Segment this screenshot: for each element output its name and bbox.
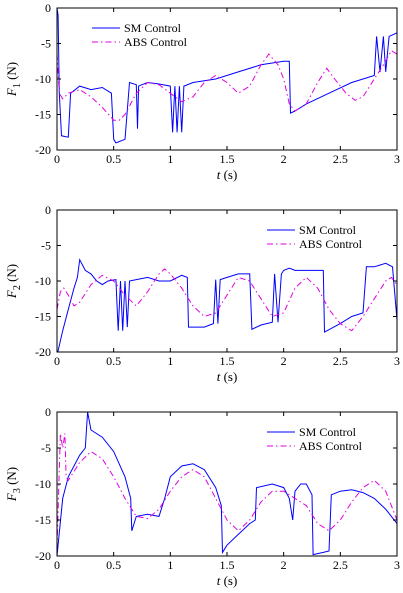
chart-panel-2: 0 0.5 1 1.5 2 2.5 3 0 -5 -10 -15 -20 t (s) F2 (N) SM C…	[4, 203, 400, 384]
y-tick-label: -20	[35, 549, 51, 563]
x-tick-label: 3	[394, 558, 400, 572]
x-axis-label: t (s)	[217, 167, 238, 182]
series-line-abs-control	[57, 49, 397, 121]
x-tick-label: 1.5	[220, 558, 235, 572]
x-tick-label: 0	[54, 558, 60, 572]
y-tick-label: -15	[35, 310, 51, 324]
y-axis-label: F1 (N)	[4, 62, 23, 97]
x-tick-label: 2.5	[333, 152, 348, 166]
y-tick-label: -10	[35, 477, 51, 491]
legend-label: SM Control	[299, 425, 357, 439]
x-tick-label: 3	[394, 152, 400, 166]
y-tick-label: -15	[35, 108, 51, 122]
legend-label: ABS Control	[299, 439, 363, 453]
x-tick-label: 0.5	[106, 558, 121, 572]
x-tick-label: 2	[281, 558, 287, 572]
y-tick-label: -10	[35, 72, 51, 86]
series-line-sm-control	[57, 8, 397, 144]
y-tick-label: -5	[41, 441, 51, 455]
series-line-abs-control	[57, 433, 397, 549]
x-tick-label: 0	[54, 354, 60, 368]
y-tick-label: 0	[45, 405, 51, 419]
y-axis-label: F3 (N)	[4, 467, 23, 502]
x-tick-label: 2.5	[333, 354, 348, 368]
x-tick-label: 0.5	[106, 152, 121, 166]
y-tick-label: -5	[41, 37, 51, 51]
legend-label: ABS Control	[299, 237, 363, 251]
chart-panel-3: 0 0.5 1 1.5 2 2.5 3 0 -5 -10 -15 -20 t (s) F3 (N) SM C…	[4, 405, 400, 588]
x-tick-label: 2	[281, 354, 287, 368]
y-tick-label: -5	[41, 239, 51, 253]
x-tick-label: 1.5	[220, 354, 235, 368]
y-tick-label: 0	[45, 203, 51, 217]
plot-frame	[56, 7, 398, 151]
x-axis-label: t (s)	[217, 369, 238, 384]
y-tick-label: -10	[35, 274, 51, 288]
y-tick-label: -20	[35, 345, 51, 359]
y-tick-label: 0	[45, 1, 51, 15]
legend-label: ABS Control	[124, 35, 188, 49]
series-line-sm-control	[57, 258, 397, 352]
x-tick-label: 3	[394, 354, 400, 368]
x-tick-label: 0	[54, 152, 60, 166]
x-tick-label: 2.5	[333, 558, 348, 572]
chart-panel-1: 0 0.5 1 1.5 2 2.5 3 0 -5 -10 -15 -20 t (s) F1 (N) SM C…	[4, 1, 400, 182]
x-tick-label: 0.5	[106, 354, 121, 368]
x-tick-label: 1.5	[220, 152, 235, 166]
y-tick-label: -15	[35, 513, 51, 527]
x-axis-label: t (s)	[217, 573, 238, 588]
x-tick-label: 1	[167, 152, 173, 166]
series-line-abs-control	[57, 268, 397, 332]
legend-label: SM Control	[124, 21, 182, 35]
series-line-sm-control	[57, 412, 397, 556]
x-tick-label: 1	[167, 558, 173, 572]
legend-label: SM Control	[299, 223, 357, 237]
x-tick-label: 2	[281, 152, 287, 166]
y-tick-label: -20	[35, 143, 51, 157]
x-tick-label: 1	[167, 354, 173, 368]
y-axis-label: F2 (N)	[4, 264, 23, 299]
